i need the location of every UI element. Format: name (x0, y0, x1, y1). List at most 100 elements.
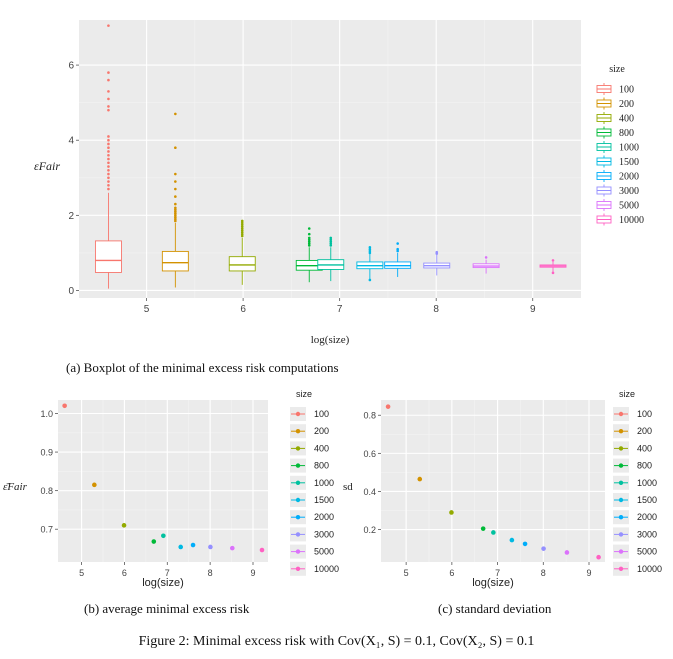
x-tick-label: 8 (541, 568, 546, 578)
legend-label: 2000 (637, 512, 657, 522)
box-outlier (307, 227, 311, 230)
legend-label: 100 (619, 85, 634, 96)
legend-label: 800 (314, 461, 329, 471)
box-outlier (240, 219, 244, 223)
box-outlier (329, 244, 333, 247)
legend-label: 10000 (314, 564, 339, 574)
box-outlier (107, 138, 110, 142)
legend-label: 1000 (619, 143, 639, 154)
legend-label: 100 (637, 409, 652, 419)
data-point (151, 539, 157, 544)
boxplot-x-axis-label: log(size) (311, 334, 350, 346)
box-outlier (174, 146, 177, 150)
box-outlier (107, 176, 110, 180)
standard-deviation-y-ticks: 0.2 0.4 0.6 0.8 (363, 411, 381, 535)
legend-label: 1500 (619, 157, 639, 168)
legend-label: 5000 (637, 547, 657, 557)
x-tick-label: 9 (530, 304, 536, 315)
box-outlier (240, 234, 244, 238)
average-risk-y-axis-label: ε̄Fair (3, 481, 28, 493)
box-outlier (307, 240, 311, 243)
standard-deviation-gridlines (381, 400, 605, 562)
box-outlier (396, 249, 399, 253)
standard-deviation-points (385, 404, 601, 560)
data-point (480, 526, 486, 531)
box-outlier (174, 112, 177, 116)
legend-label: 10000 (637, 564, 662, 574)
legend-key-point (618, 532, 624, 537)
y-tick-label: 0.2 (363, 525, 376, 535)
legend-key-point (295, 566, 301, 571)
legend-key-point (618, 463, 624, 468)
x-tick-label: 8 (433, 304, 439, 315)
box-outlier (107, 150, 110, 153)
box-outlier (368, 245, 372, 249)
legend-key-point (618, 446, 624, 451)
box-outlier (107, 108, 110, 112)
box-outlier (174, 172, 177, 176)
legend-key-point (295, 446, 301, 451)
y-tick-label: 6 (68, 61, 74, 72)
data-point (564, 550, 570, 555)
box-outlier (551, 259, 555, 262)
box-outlier (174, 206, 177, 210)
x-tick-label: 6 (449, 568, 454, 578)
legend-label: 5000 (314, 547, 334, 557)
panel-a-caption: (a) Boxplot of the minimal excess risk c… (66, 360, 339, 375)
x-tick-label: 8 (208, 568, 213, 578)
data-point (62, 403, 67, 409)
data-point (121, 523, 127, 528)
box-outlier (174, 219, 177, 223)
x-tick-label: 6 (122, 568, 127, 578)
data-point (449, 510, 454, 515)
box-outlier (240, 225, 244, 228)
legend-key-point (618, 411, 624, 417)
x-tick-label: 5 (79, 568, 84, 578)
box-body (161, 250, 189, 272)
boxplot-legend: size 100 200 400 800 1000 1500 2000 3000 5000 1000… (596, 64, 644, 226)
legend-title: size (609, 64, 625, 75)
box-outlier (174, 208, 177, 212)
legend-label: 800 (637, 461, 652, 471)
legend-key-point (618, 480, 624, 485)
data-point (385, 404, 391, 409)
y-tick-label: 0.4 (363, 487, 376, 497)
legend-label: 10000 (619, 215, 644, 226)
box-outlier (107, 135, 110, 138)
average-risk-points (62, 403, 265, 553)
box-outlier (174, 210, 177, 213)
y-tick-label: 0.8 (40, 486, 53, 496)
y-tick-label: 0.7 (40, 525, 53, 535)
legend-key-point (295, 429, 301, 434)
x-tick-label: 6 (240, 304, 246, 315)
box-outlier (396, 247, 399, 251)
box-outlier (240, 230, 244, 234)
box-outlier (240, 221, 244, 225)
x-tick-label: 5 (144, 304, 150, 315)
box-outlier (107, 146, 110, 150)
box-outlier (329, 238, 333, 242)
box-outlier (174, 217, 177, 221)
legend-label: 200 (637, 426, 652, 436)
legend-key-point (618, 515, 624, 520)
box-outlier (107, 161, 110, 165)
legend-key-point (295, 411, 301, 417)
legend-label: 400 (637, 443, 652, 453)
box-outlier (107, 71, 110, 74)
average-risk-y-ticks: 0.7 0.8 0.9 1.0 (40, 409, 58, 535)
legend-label: 2000 (314, 512, 334, 522)
legend-title: size (296, 389, 312, 399)
legend-label: 5000 (619, 201, 639, 212)
x-tick-label: 9 (586, 568, 591, 578)
legend-key-point (295, 515, 301, 520)
box-body (94, 240, 122, 273)
box-outlier (551, 271, 555, 275)
data-point (509, 537, 515, 543)
box-outlier (307, 242, 311, 245)
legend-label: 2000 (619, 172, 639, 183)
box-outlier (107, 153, 110, 157)
standard-deviation-x-ticks: 5 6 7 8 9 (404, 562, 592, 578)
box-outlier (240, 227, 244, 230)
